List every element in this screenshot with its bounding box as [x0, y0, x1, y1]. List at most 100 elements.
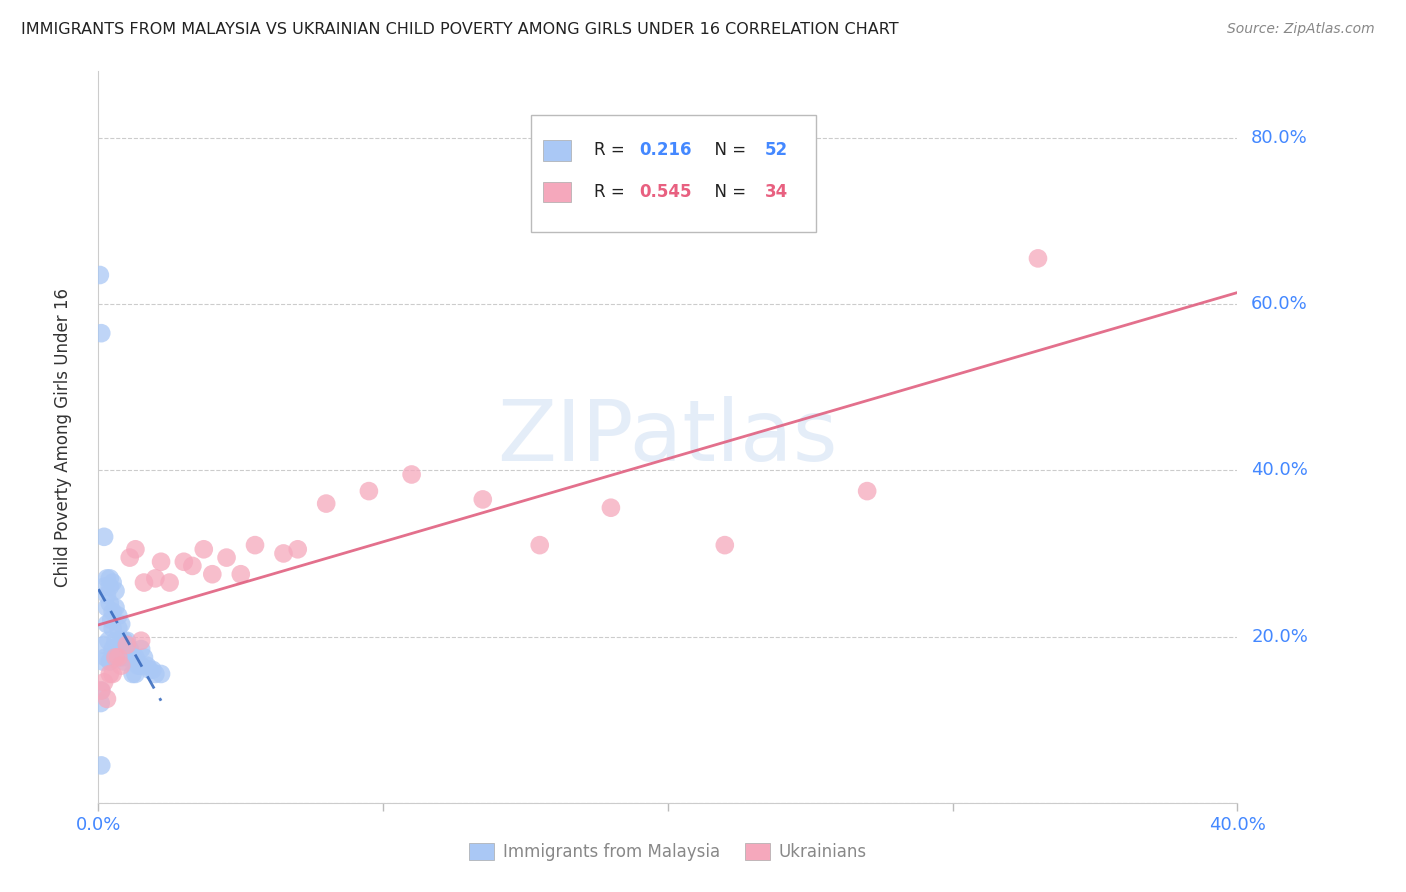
- Text: 80.0%: 80.0%: [1251, 128, 1308, 147]
- Point: [98, 655, 121, 669]
- Point: [118, 550, 141, 565]
- Point: [529, 538, 551, 552]
- Point: [124, 667, 146, 681]
- Point: [121, 667, 143, 681]
- Point: [101, 642, 124, 657]
- Point: [145, 667, 167, 681]
- Point: [115, 638, 138, 652]
- Point: [96, 617, 118, 632]
- Text: 60.0%: 60.0%: [1251, 295, 1308, 313]
- Point: [112, 655, 135, 669]
- Point: [110, 617, 132, 632]
- Point: [104, 583, 127, 598]
- Point: [96, 600, 118, 615]
- Point: [159, 575, 181, 590]
- Point: [121, 650, 143, 665]
- Point: [97, 633, 120, 648]
- Text: N =: N =: [704, 183, 752, 201]
- Point: [287, 542, 309, 557]
- Point: [90, 683, 112, 698]
- Text: 40.0%: 40.0%: [1251, 461, 1308, 479]
- Point: [357, 484, 380, 499]
- Point: [90, 326, 112, 341]
- Point: [96, 588, 118, 602]
- Point: [315, 497, 337, 511]
- Point: [471, 492, 494, 507]
- Point: [107, 650, 129, 665]
- Point: [401, 467, 423, 482]
- Point: [98, 596, 121, 610]
- FancyBboxPatch shape: [543, 182, 571, 202]
- Point: [135, 658, 157, 673]
- Point: [132, 575, 155, 590]
- Point: [124, 542, 146, 557]
- Point: [98, 571, 121, 585]
- Point: [215, 550, 238, 565]
- Point: [93, 675, 115, 690]
- Text: ZIPatlas: ZIPatlas: [498, 395, 838, 479]
- Point: [115, 650, 138, 665]
- Point: [193, 542, 215, 557]
- Text: 0.545: 0.545: [640, 183, 692, 201]
- Point: [89, 268, 111, 282]
- Point: [96, 692, 118, 706]
- Point: [129, 633, 152, 648]
- Point: [90, 758, 112, 772]
- Point: [138, 663, 160, 677]
- Point: [107, 642, 129, 657]
- Point: [101, 667, 124, 681]
- Text: 0.216: 0.216: [640, 141, 692, 160]
- Point: [90, 683, 112, 698]
- Point: [104, 633, 127, 648]
- Point: [93, 638, 115, 652]
- Text: IMMIGRANTS FROM MALAYSIA VS UKRAINIAN CHILD POVERTY AMONG GIRLS UNDER 16 CORRELA: IMMIGRANTS FROM MALAYSIA VS UKRAINIAN CH…: [21, 22, 898, 37]
- Point: [714, 538, 737, 552]
- Point: [104, 650, 127, 665]
- Point: [243, 538, 266, 552]
- Point: [93, 580, 115, 594]
- Point: [181, 558, 204, 573]
- Point: [100, 613, 122, 627]
- Text: Source: ZipAtlas.com: Source: ZipAtlas.com: [1227, 22, 1375, 37]
- Point: [93, 530, 115, 544]
- Point: [94, 650, 117, 665]
- Point: [118, 642, 141, 657]
- Point: [201, 567, 224, 582]
- Text: R =: R =: [593, 183, 630, 201]
- Point: [98, 580, 121, 594]
- Point: [145, 571, 167, 585]
- Text: R =: R =: [593, 141, 630, 160]
- Point: [229, 567, 252, 582]
- Point: [110, 633, 132, 648]
- Point: [600, 500, 623, 515]
- Point: [132, 650, 155, 665]
- Point: [101, 621, 124, 635]
- Point: [101, 575, 124, 590]
- FancyBboxPatch shape: [543, 140, 571, 161]
- Point: [91, 655, 114, 669]
- Point: [107, 621, 129, 635]
- Point: [127, 658, 149, 673]
- Point: [129, 658, 152, 673]
- Point: [110, 658, 132, 673]
- Point: [1026, 252, 1049, 266]
- Text: 52: 52: [765, 141, 787, 160]
- Point: [150, 667, 173, 681]
- Text: 34: 34: [765, 183, 787, 201]
- Point: [107, 608, 129, 623]
- Point: [104, 600, 127, 615]
- Point: [150, 555, 173, 569]
- Text: 20.0%: 20.0%: [1251, 628, 1308, 646]
- Point: [104, 650, 127, 665]
- Text: N =: N =: [704, 141, 752, 160]
- Point: [112, 633, 135, 648]
- Legend: Immigrants from Malaysia, Ukrainians: Immigrants from Malaysia, Ukrainians: [463, 836, 873, 868]
- Point: [101, 605, 124, 619]
- Point: [110, 650, 132, 665]
- Point: [124, 650, 146, 665]
- Point: [141, 663, 163, 677]
- Point: [273, 546, 295, 560]
- Y-axis label: Child Poverty Among Girls Under 16: Child Poverty Among Girls Under 16: [53, 287, 72, 587]
- Point: [96, 571, 118, 585]
- Point: [98, 667, 121, 681]
